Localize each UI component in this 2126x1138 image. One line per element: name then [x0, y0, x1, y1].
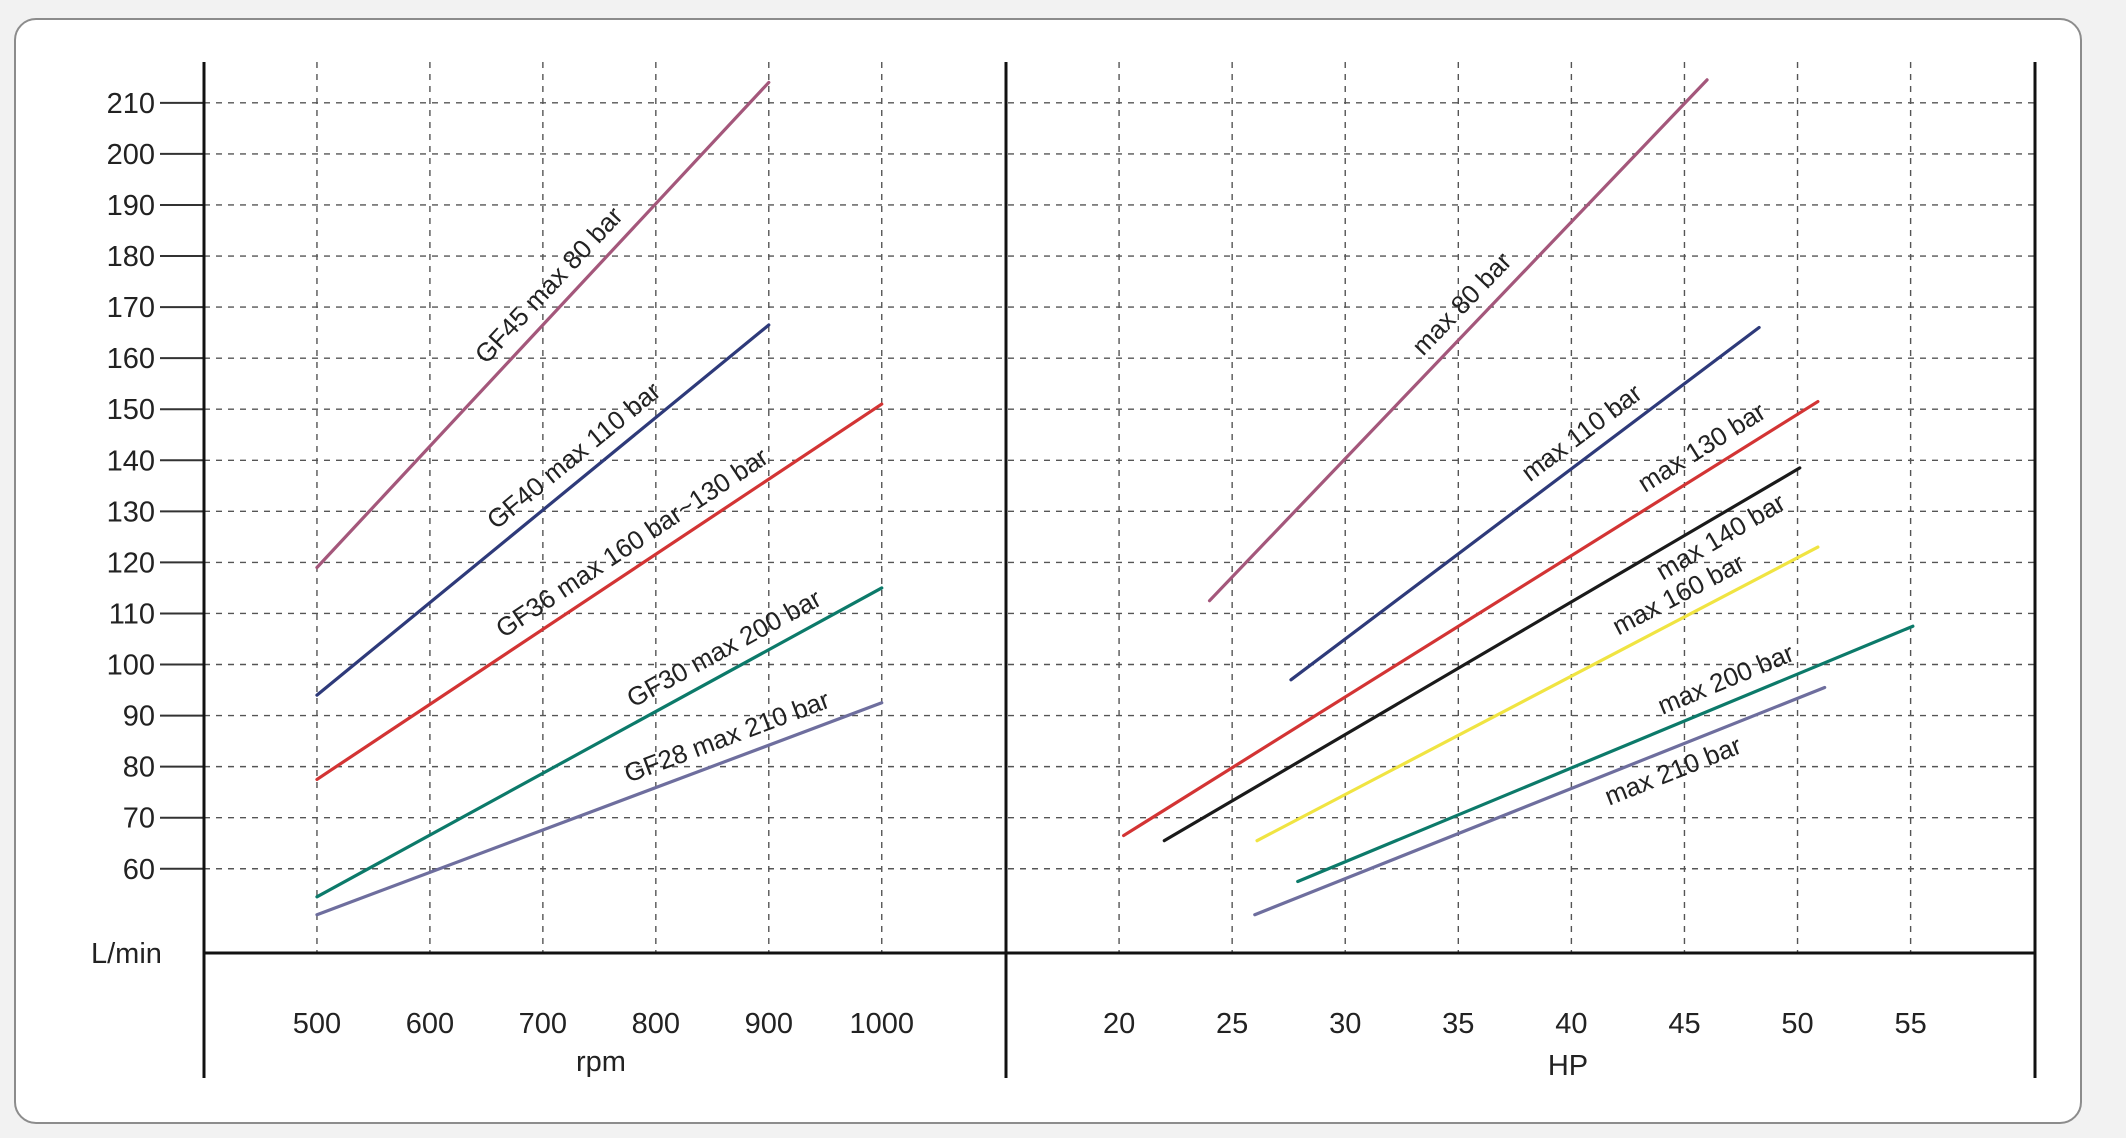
x-tick-label: 45 — [1668, 1008, 1700, 1040]
series-label: max 80 bar — [1406, 246, 1518, 361]
series-line — [1162, 466, 1802, 843]
grid-lines — [204, 62, 2035, 953]
series-line — [315, 586, 884, 899]
series-line — [1255, 545, 1820, 843]
x-tick-label: 900 — [745, 1008, 793, 1040]
y-tick-label: 90 — [123, 701, 155, 733]
series-line — [1121, 399, 1820, 838]
x-tick-label: 55 — [1894, 1008, 1926, 1040]
series-line — [315, 701, 884, 917]
chart-frame — [14, 18, 2082, 1124]
series-line — [1253, 685, 1827, 917]
x-tick-labels: 500 600 700 800 900 1000 20 25 30 35 40 45 50 55 — [293, 1008, 1927, 1040]
series-lines — [315, 78, 1915, 917]
y-tick-label: 80 — [123, 752, 155, 784]
series-line — [1296, 624, 1915, 884]
series-label: max 110 bar — [1515, 377, 1647, 487]
y-tick-label: 60 — [123, 854, 155, 886]
series-line — [1289, 325, 1761, 682]
series-line — [315, 323, 771, 697]
y-tick-label: 100 — [107, 650, 155, 682]
x-tick-label: 600 — [406, 1008, 454, 1040]
axes — [160, 62, 2037, 1078]
y-tick-label: 210 — [107, 88, 155, 120]
y-tick-label: 120 — [107, 547, 155, 579]
series-label: GF45 max 80 bar — [469, 201, 629, 370]
y-axis-title: L/min — [91, 938, 162, 970]
y-tick-label: 160 — [107, 343, 155, 375]
y-tick-label: 170 — [107, 292, 155, 324]
x-tick-label: 35 — [1442, 1008, 1474, 1040]
series-line — [315, 402, 884, 781]
x-tick-label: 20 — [1103, 1008, 1135, 1040]
x-axis-title-hp: HP — [1548, 1050, 1588, 1082]
y-tick-label: 130 — [107, 496, 155, 528]
y-tick-label: 180 — [107, 241, 155, 273]
x-tick-label: 30 — [1329, 1008, 1361, 1040]
y-tick-label: 150 — [107, 394, 155, 426]
x-tick-label: 800 — [632, 1008, 680, 1040]
y-tick-label: 140 — [107, 445, 155, 477]
y-tick-labels: 60 70 80 90 100 110 120 130 140 150 160 170 180 190 20… — [107, 88, 155, 886]
x-tick-label: 500 — [293, 1008, 341, 1040]
x-tick-label: 1000 — [849, 1008, 914, 1040]
x-tick-label: 700 — [519, 1008, 567, 1040]
series-line — [315, 80, 771, 570]
series-line — [1207, 78, 1709, 603]
x-tick-label: 25 — [1216, 1008, 1248, 1040]
x-tick-label: 50 — [1781, 1008, 1813, 1040]
x-axis-title-rpm: rpm — [576, 1046, 626, 1078]
y-tick-label: 70 — [123, 803, 155, 835]
y-tick-label: 190 — [107, 190, 155, 222]
x-tick-label: 40 — [1555, 1008, 1587, 1040]
y-tick-label: 200 — [107, 139, 155, 171]
y-tick-label: 110 — [109, 598, 155, 630]
series-label: max 130 bar — [1632, 396, 1771, 498]
series-label: max 210 bar — [1600, 730, 1746, 812]
